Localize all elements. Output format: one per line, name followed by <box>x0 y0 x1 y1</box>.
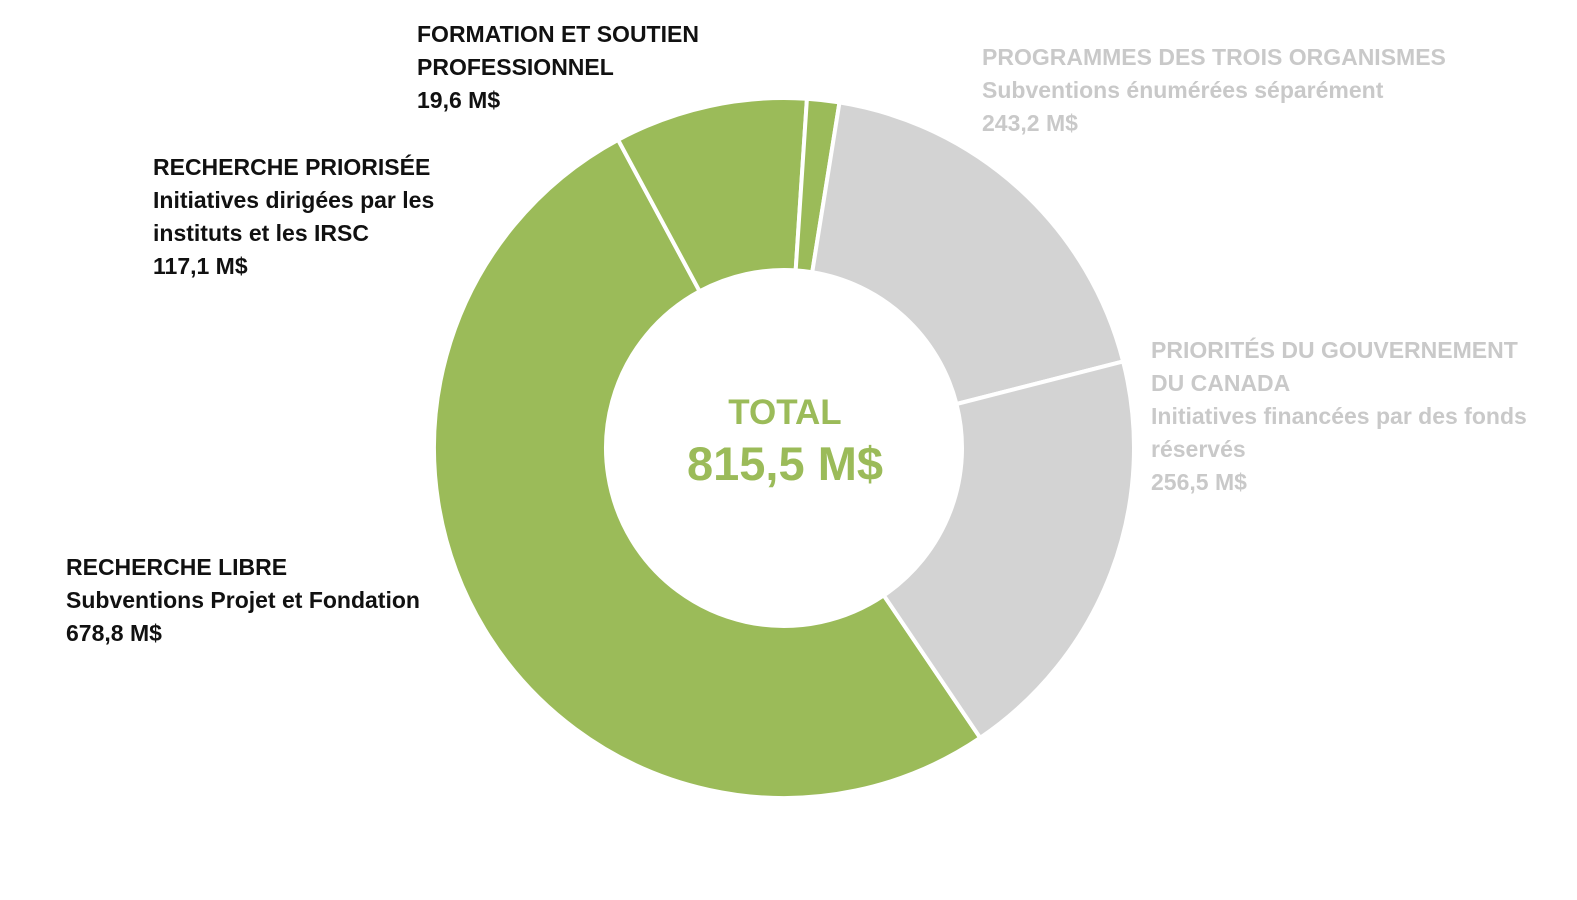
label-gouvernement-title-2: DU CANADA <box>1151 370 1291 396</box>
label-trois-organismes: PROGRAMMES DES TROIS ORGANISMES Subventi… <box>982 41 1446 140</box>
slice-recherche-libre <box>432 137 984 800</box>
label-trois-organismes-title: PROGRAMMES DES TROIS ORGANISMES <box>982 44 1446 70</box>
label-gouvernement-title-1: PRIORITÉS DU GOUVERNEMENT <box>1151 337 1518 363</box>
label-gouvernement-subtitle-2: réservés <box>1151 436 1246 462</box>
label-gouvernement-subtitle-1: Initiatives financées par des fonds <box>1151 403 1527 429</box>
total-label: TOTAL <box>728 393 842 432</box>
label-recherche-priorisee: RECHERCHE PRIORISÉE Initiatives dirigées… <box>153 151 434 283</box>
label-formation-title-1: FORMATION ET SOUTIEN <box>417 21 699 47</box>
label-recherche-priorisee-value: 117,1 M$ <box>153 253 248 279</box>
total-value: 815,5 M$ <box>687 437 883 490</box>
label-formation: FORMATION ET SOUTIEN PROFESSIONNEL 19,6 … <box>417 18 699 117</box>
label-formation-title-2: PROFESSIONNEL <box>417 54 614 80</box>
label-recherche-libre-value: 678,8 M$ <box>66 620 162 646</box>
label-recherche-priorisee-subtitle-1: Initiatives dirigées par les <box>153 187 435 213</box>
slice-trois-organismes <box>809 100 1126 407</box>
label-recherche-libre: RECHERCHE LIBRE Subventions Projet et Fo… <box>66 551 420 650</box>
label-gouvernement: PRIORITÉS DU GOUVERNEMENT DU CANADA Init… <box>1151 334 1527 499</box>
label-trois-organismes-value: 243,2 M$ <box>982 110 1078 136</box>
label-recherche-libre-subtitle: Subventions Projet et Fondation <box>66 587 420 613</box>
label-trois-organismes-subtitle: Subventions énumérées séparément <box>982 77 1384 103</box>
label-recherche-priorisee-subtitle-2: instituts et les IRSC <box>153 220 369 246</box>
label-gouvernement-value: 256,5 M$ <box>1151 469 1247 495</box>
label-recherche-libre-title: RECHERCHE LIBRE <box>66 554 288 580</box>
label-formation-value: 19,6 M$ <box>417 87 501 113</box>
slice-gouvernement <box>881 359 1136 741</box>
label-recherche-priorisee-title: RECHERCHE PRIORISÉE <box>153 154 431 180</box>
